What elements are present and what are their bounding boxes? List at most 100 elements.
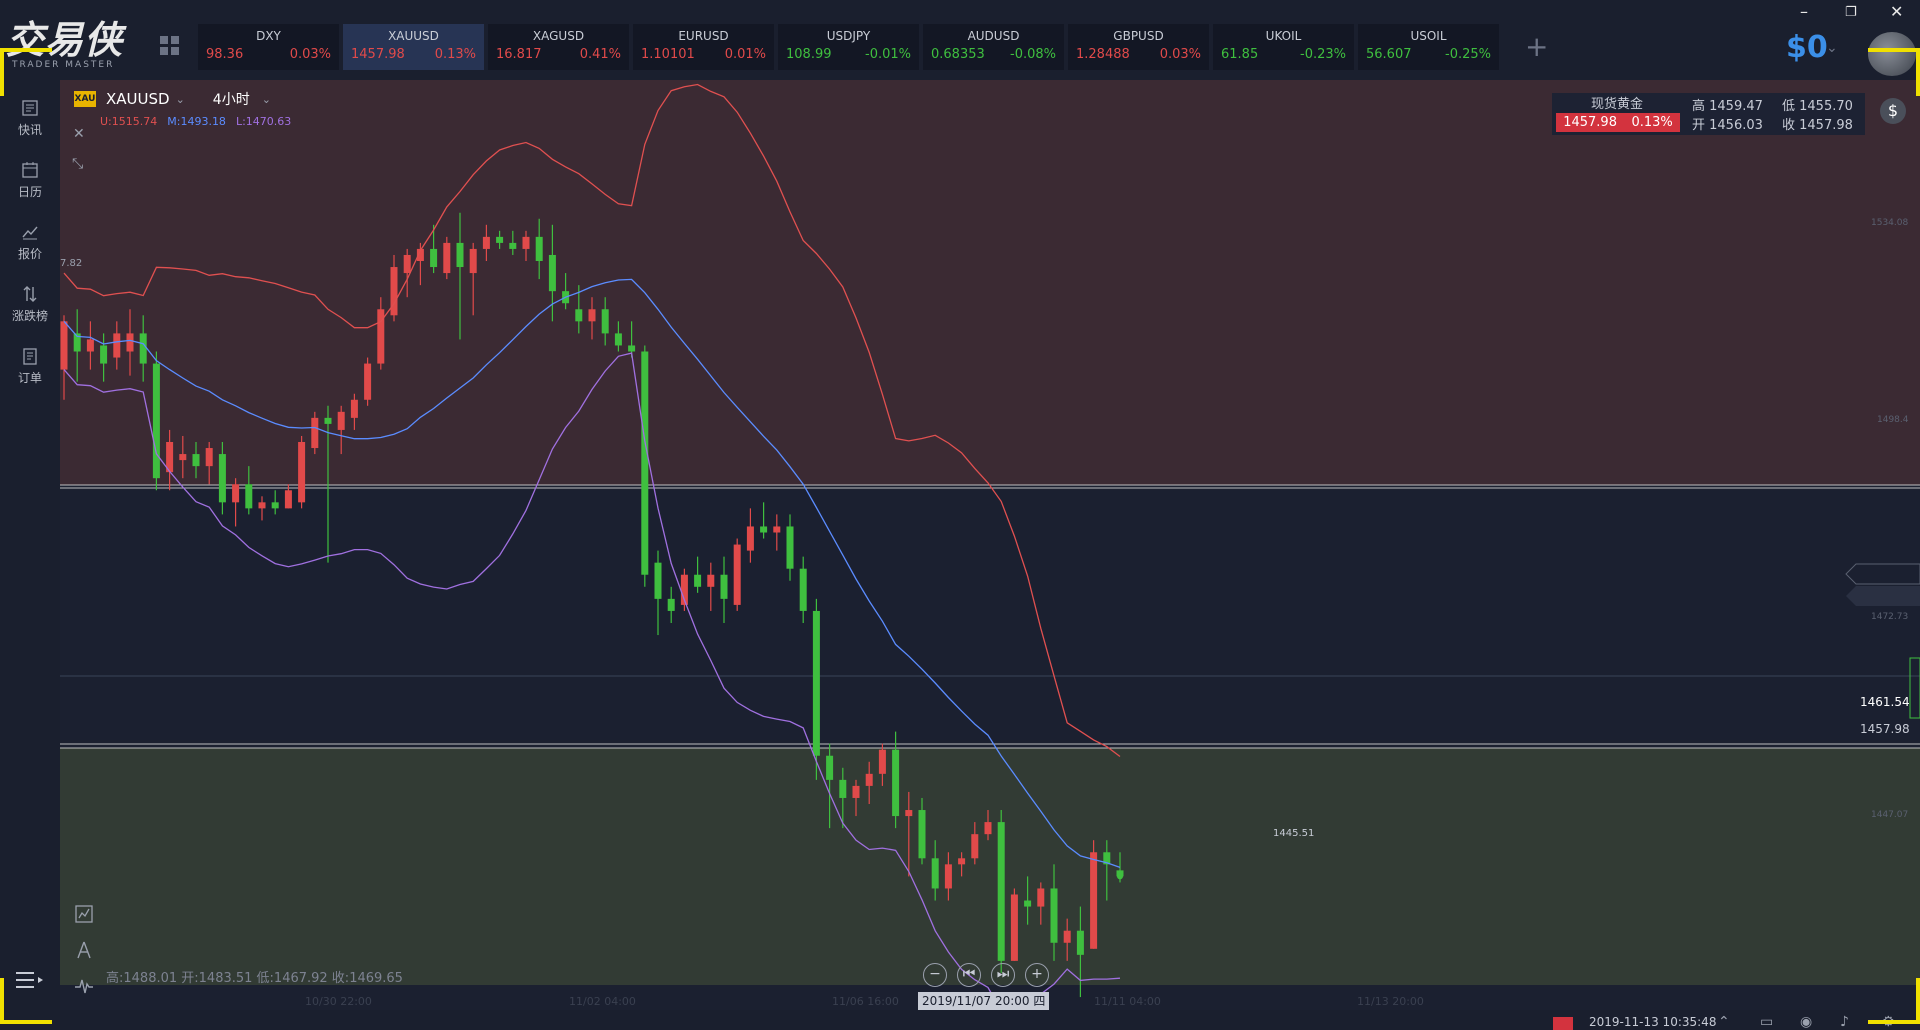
candle-body — [614, 333, 622, 346]
drawing-tool-icon[interactable] — [73, 939, 95, 961]
skip-start-button[interactable]: ⏮ — [957, 963, 981, 987]
sidebar-item-3[interactable]: 涨跌榜 — [0, 284, 60, 336]
ticker-change: 0.41% — [579, 47, 621, 62]
left-sidebar: 快讯日历报价涨跌榜订单 — [0, 80, 60, 1010]
grid-menu-icon[interactable] — [160, 36, 182, 56]
skip-end-button[interactable]: ⏭ — [991, 963, 1015, 987]
candle-body — [746, 526, 754, 551]
top-bar: 交易侠 TRADER MASTER DXY 98.36 0.03% XAUUSD 145… — [0, 0, 1920, 80]
ticker-audusd[interactable]: AUDUSD 0.68353 -0.08% — [923, 24, 1064, 70]
close-window-icon[interactable]: ✕ — [1890, 2, 1904, 21]
ticker-price: 108.99 — [786, 47, 832, 62]
candle-body — [456, 242, 464, 268]
candle-body — [654, 562, 662, 599]
candle-body — [73, 333, 81, 352]
ticker-ukoil[interactable]: UKOIL 61.85 -0.23% — [1213, 24, 1354, 70]
timeframe-selector[interactable]: 4小时 — [212, 92, 250, 108]
restore-icon[interactable]: ❐ — [1845, 5, 1857, 20]
ticker-gbpusd[interactable]: GBPUSD 1.28488 0.03% — [1068, 24, 1209, 70]
ticker-symbol: GBPUSD — [1113, 29, 1164, 43]
symbol-selector[interactable]: XAU XAUUSD ⌄ 4小时 ⌄ — [74, 88, 271, 110]
sidebar-item-2[interactable]: 报价 — [0, 222, 60, 274]
support-zone — [60, 748, 1920, 988]
candle-body — [496, 236, 504, 243]
china-flag-icon[interactable] — [1553, 1017, 1573, 1030]
status-datetime: 2019-11-13 10:35:48 — [1589, 1015, 1717, 1029]
candle-body — [390, 267, 398, 316]
candle-body — [509, 242, 517, 249]
quote-change: 0.13% — [1631, 115, 1673, 130]
corner-mark — [0, 978, 4, 1024]
candle-body — [482, 236, 490, 249]
avatar[interactable] — [1868, 32, 1916, 76]
logo-text-en: TRADER MASTER — [12, 60, 115, 70]
candle-body — [218, 454, 226, 503]
sidebar-item-0[interactable]: 快讯 — [0, 98, 60, 150]
chevron-down-icon[interactable]: ⌄ — [261, 92, 271, 106]
quote-open: 开 1456.03 — [1692, 118, 1763, 133]
candle-body — [284, 490, 292, 509]
menu-icon[interactable] — [14, 969, 48, 991]
candle-body — [1024, 900, 1032, 907]
chevron-down-icon[interactable]: ⌄ — [1826, 40, 1838, 56]
zoom-in-button[interactable]: + — [1025, 963, 1049, 987]
candle-body — [469, 248, 477, 274]
last-price-dot — [1117, 873, 1123, 880]
symbol-name[interactable]: XAUUSD — [106, 90, 170, 108]
candle-body — [535, 236, 543, 261]
ticker-change: -0.01% — [865, 47, 911, 62]
account-balance[interactable]: $0 — [1786, 30, 1828, 65]
indicator-icon[interactable] — [73, 903, 95, 925]
low-marker-label: 1445.51 — [1273, 828, 1315, 839]
ticker-eurusd[interactable]: EURUSD 1.10101 0.01% — [633, 24, 774, 70]
corner-mark — [0, 48, 4, 96]
sidebar-item-label: 涨跌榜 — [11, 309, 48, 323]
close-indicator-icon[interactable]: ✕ — [73, 126, 85, 142]
candle-body — [720, 574, 728, 599]
ticker-xauusd[interactable]: XAUUSD 1457.98 0.13% — [343, 24, 484, 70]
quote-price: 1457.98 — [1563, 115, 1617, 130]
candle-body — [1103, 852, 1111, 865]
sidebar-item-4[interactable]: 订单 — [0, 346, 60, 398]
chevron-up-icon[interactable]: ⌃ — [1718, 1014, 1730, 1030]
zoom-out-button[interactable]: − — [923, 963, 947, 987]
ticker-change: 0.03% — [1159, 47, 1201, 62]
add-ticker-button[interactable]: + — [1525, 30, 1549, 63]
sidebar-item-1[interactable]: 日历 — [0, 160, 60, 212]
sidebar-item-label: 订单 — [17, 371, 42, 385]
chart-area[interactable] — [60, 80, 1920, 1010]
shrink-icon[interactable]: ⤡ — [72, 156, 84, 172]
ticker-usoil[interactable]: USOIL 56.607 -0.25% — [1358, 24, 1499, 70]
candle-body — [1090, 852, 1098, 949]
candle-body — [245, 484, 253, 509]
ticker-usdjpy[interactable]: USDJPY 108.99 -0.01% — [778, 24, 919, 70]
ticker-symbol: USDJPY — [826, 29, 871, 43]
minimize-icon[interactable]: – — [1800, 2, 1808, 21]
candle-body — [812, 610, 820, 756]
quote-price-badge: 1457.98 0.13% — [1556, 113, 1680, 132]
candlestick-chart[interactable] — [60, 80, 1920, 1010]
dollar-icon[interactable]: $ — [1880, 98, 1906, 124]
ticker-price: 1.28488 — [1076, 47, 1130, 62]
price-pointer — [1845, 563, 1920, 585]
corner-mark — [0, 1020, 52, 1024]
ticker-xagusd[interactable]: XAGUSD 16.817 0.41% — [488, 24, 629, 70]
camera-icon[interactable]: ◉ — [1800, 1014, 1813, 1030]
candle-body — [905, 810, 913, 817]
candle-body — [601, 309, 609, 334]
x-tick: 11/02 04:00 — [569, 995, 636, 1008]
ticker-dxy[interactable]: DXY 98.36 0.03% — [198, 24, 339, 70]
corner-mark — [1916, 48, 1920, 96]
candle-body — [166, 442, 174, 473]
y-tick: 1472.73 — [1871, 612, 1909, 622]
chevron-down-icon[interactable]: ⌄ — [175, 92, 185, 106]
x-tick: 11/11 04:00 — [1094, 995, 1161, 1008]
sidebar-item-label: 快讯 — [17, 123, 42, 137]
candle-body — [298, 442, 306, 503]
mute-icon[interactable]: ♪ — [1840, 1014, 1849, 1030]
y-tick: 1498.4 — [1877, 415, 1909, 425]
x-tick: 11/13 20:00 — [1357, 995, 1424, 1008]
window-icon[interactable]: ▭ — [1760, 1014, 1774, 1030]
pulse-icon[interactable] — [73, 975, 95, 997]
app-logo[interactable]: 交易侠 TRADER MASTER — [6, 20, 136, 78]
